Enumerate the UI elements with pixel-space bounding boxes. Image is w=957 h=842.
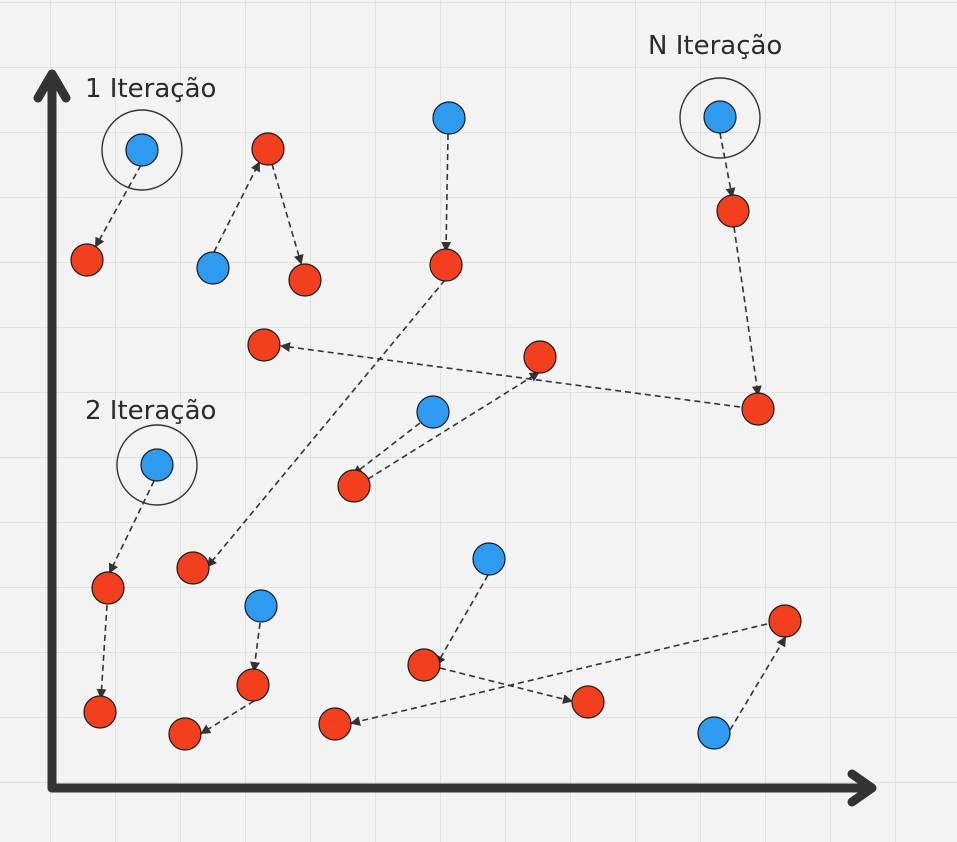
- blue-node: [196, 251, 230, 285]
- red-node: [716, 194, 750, 228]
- arrow: [733, 226, 762, 396]
- blue-nodes: [125, 100, 737, 750]
- arrow: [213, 161, 260, 253]
- label-second-iteration: 2 Iteração: [85, 396, 216, 426]
- red-node: [247, 328, 281, 362]
- arrow: [367, 371, 540, 480]
- arrow: [350, 623, 768, 727]
- red-node: [91, 571, 125, 605]
- label-n-iteration: N Iteração: [648, 31, 782, 61]
- red-node: [83, 695, 117, 729]
- y-axis-arrowhead: [33, 69, 71, 103]
- arrow: [108, 480, 155, 574]
- red-nodes: [70, 132, 802, 751]
- red-node: [318, 707, 352, 741]
- x-axis-arrowhead: [847, 769, 877, 807]
- arrow: [280, 342, 741, 408]
- blue-node: [703, 100, 737, 134]
- arrow: [200, 700, 255, 735]
- arrow: [96, 604, 108, 699]
- arrow: [271, 163, 304, 265]
- red-node: [70, 243, 104, 277]
- arrow: [206, 279, 446, 568]
- blue-node: [244, 589, 278, 623]
- red-node: [429, 248, 463, 282]
- red-node: [337, 469, 371, 503]
- red-node: [168, 717, 202, 751]
- ring-first-iteration: [101, 109, 183, 191]
- red-node: [251, 132, 285, 166]
- label-first-iteration: 1 Iteração: [85, 74, 216, 104]
- red-node: [768, 604, 802, 638]
- red-node: [571, 685, 605, 719]
- arrow: [95, 164, 142, 248]
- arrow: [439, 667, 573, 704]
- arrow: [441, 133, 452, 252]
- blue-node: [432, 101, 466, 135]
- highlight-rings: [101, 77, 761, 506]
- blue-node: [140, 448, 174, 482]
- arrow: [436, 574, 489, 666]
- arrow: [729, 636, 787, 731]
- red-node: [741, 392, 775, 426]
- red-node: [288, 263, 322, 297]
- arrow: [719, 132, 736, 198]
- blue-node: [697, 716, 731, 750]
- blue-node: [125, 133, 159, 167]
- arrow: [250, 622, 261, 672]
- arrows: [95, 132, 787, 735]
- red-node: [236, 668, 270, 702]
- blue-node: [416, 395, 450, 429]
- red-node: [523, 340, 557, 374]
- ring-n-iteration: [679, 77, 761, 159]
- red-node: [176, 551, 210, 585]
- axes: [33, 69, 877, 807]
- ring-second-iteration: [116, 424, 198, 506]
- red-node: [407, 648, 441, 682]
- arrow: [352, 422, 421, 476]
- blue-node: [472, 542, 506, 576]
